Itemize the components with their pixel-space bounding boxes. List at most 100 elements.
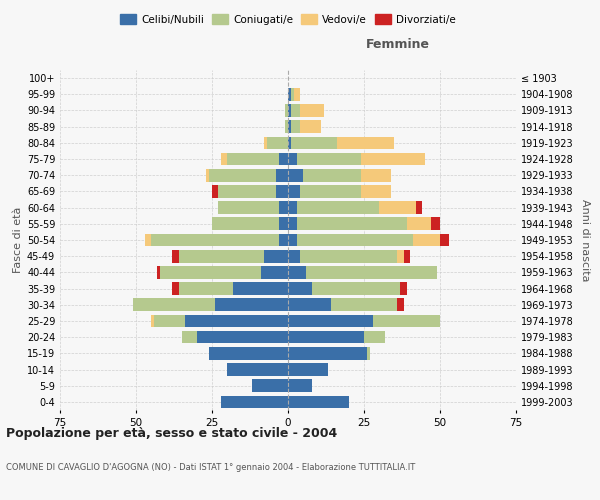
- Bar: [306, 266, 437, 278]
- Bar: [361, 169, 391, 181]
- Bar: [297, 202, 379, 214]
- Bar: [288, 363, 328, 376]
- Bar: [279, 218, 288, 230]
- Bar: [154, 314, 185, 328]
- Bar: [209, 347, 288, 360]
- Bar: [294, 88, 300, 101]
- Bar: [288, 169, 303, 181]
- Bar: [303, 169, 361, 181]
- Bar: [297, 218, 407, 230]
- Bar: [251, 380, 288, 392]
- Bar: [288, 250, 300, 262]
- Bar: [206, 169, 209, 181]
- Bar: [151, 234, 279, 246]
- Bar: [218, 202, 279, 214]
- Bar: [337, 136, 394, 149]
- Bar: [160, 266, 260, 278]
- Bar: [379, 202, 416, 214]
- Bar: [233, 282, 288, 295]
- Bar: [288, 314, 373, 328]
- Bar: [288, 396, 349, 408]
- Bar: [276, 185, 288, 198]
- Legend: Celibi/Nubili, Coniugati/e, Vedovi/e, Divorziati/e: Celibi/Nubili, Coniugati/e, Vedovi/e, Di…: [116, 10, 460, 29]
- Bar: [288, 152, 297, 166]
- Bar: [397, 298, 404, 311]
- Bar: [288, 331, 364, 344]
- Bar: [300, 104, 325, 117]
- Bar: [364, 331, 385, 344]
- Y-axis label: Fasce di età: Fasce di età: [13, 207, 23, 273]
- Bar: [407, 218, 431, 230]
- Bar: [197, 331, 288, 344]
- Text: Popolazione per età, sesso e stato civile - 2004: Popolazione per età, sesso e stato civil…: [6, 428, 337, 440]
- Bar: [227, 363, 288, 376]
- Bar: [313, 282, 400, 295]
- Bar: [218, 185, 276, 198]
- Bar: [367, 347, 370, 360]
- Bar: [209, 169, 276, 181]
- Bar: [279, 152, 288, 166]
- Bar: [297, 152, 361, 166]
- Bar: [440, 234, 449, 246]
- Bar: [221, 396, 288, 408]
- Bar: [331, 298, 397, 311]
- Bar: [288, 347, 367, 360]
- Bar: [212, 218, 279, 230]
- Y-axis label: Anni di nascita: Anni di nascita: [580, 198, 590, 281]
- Bar: [300, 185, 361, 198]
- Bar: [179, 282, 233, 295]
- Bar: [288, 120, 291, 133]
- Bar: [288, 298, 331, 311]
- Text: COMUNE DI CAVAGLIO D'AGOGNA (NO) - Dati ISTAT 1° gennaio 2004 - Elaborazione TUT: COMUNE DI CAVAGLIO D'AGOGNA (NO) - Dati …: [6, 462, 415, 471]
- Bar: [361, 152, 425, 166]
- Bar: [373, 314, 440, 328]
- Bar: [263, 136, 267, 149]
- Bar: [288, 136, 291, 149]
- Bar: [212, 185, 218, 198]
- Bar: [300, 120, 322, 133]
- Bar: [285, 104, 288, 117]
- Bar: [413, 234, 440, 246]
- Bar: [416, 202, 422, 214]
- Bar: [227, 152, 279, 166]
- Bar: [285, 120, 288, 133]
- Bar: [267, 136, 288, 149]
- Bar: [279, 234, 288, 246]
- Bar: [288, 202, 297, 214]
- Bar: [288, 104, 291, 117]
- Bar: [431, 218, 440, 230]
- Bar: [279, 202, 288, 214]
- Bar: [397, 250, 404, 262]
- Bar: [185, 314, 288, 328]
- Bar: [151, 314, 154, 328]
- Bar: [182, 331, 197, 344]
- Bar: [172, 250, 179, 262]
- Bar: [361, 185, 391, 198]
- Bar: [291, 120, 300, 133]
- Bar: [263, 250, 288, 262]
- Bar: [300, 250, 397, 262]
- Bar: [291, 88, 294, 101]
- Bar: [288, 234, 297, 246]
- Bar: [404, 250, 410, 262]
- Bar: [215, 298, 288, 311]
- Bar: [288, 282, 313, 295]
- Bar: [288, 380, 313, 392]
- Bar: [157, 266, 160, 278]
- Bar: [297, 234, 413, 246]
- Bar: [288, 88, 291, 101]
- Bar: [291, 136, 337, 149]
- Bar: [260, 266, 288, 278]
- Bar: [145, 234, 151, 246]
- Bar: [133, 298, 215, 311]
- Bar: [291, 104, 300, 117]
- Text: Femmine: Femmine: [365, 38, 430, 52]
- Bar: [172, 282, 179, 295]
- Bar: [276, 169, 288, 181]
- Bar: [400, 282, 407, 295]
- Bar: [288, 185, 300, 198]
- Bar: [179, 250, 263, 262]
- Bar: [288, 218, 297, 230]
- Bar: [288, 266, 306, 278]
- Bar: [221, 152, 227, 166]
